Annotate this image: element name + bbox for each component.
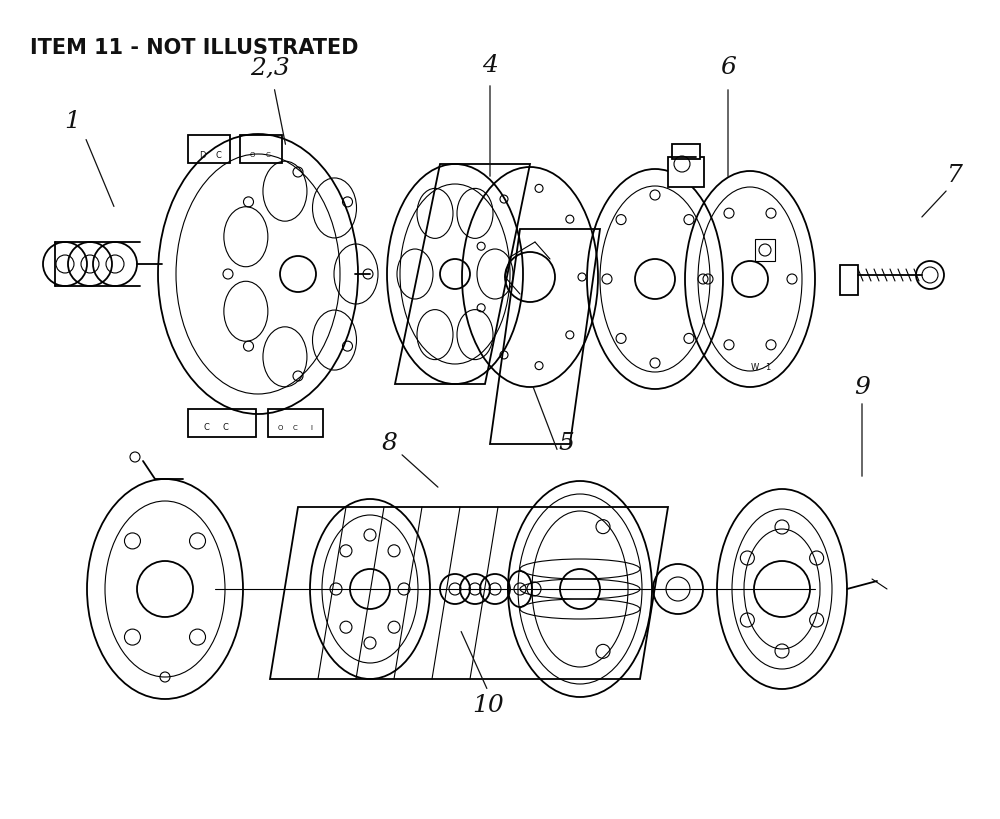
Text: 6: 6 [720,57,736,79]
Text: 7: 7 [947,163,963,186]
Bar [668,158,704,188]
Text: 1: 1 [765,363,771,372]
Bar [268,410,323,437]
Text: C: C [266,152,270,158]
Text: C: C [222,423,228,432]
Text: C: C [293,424,297,431]
Bar [188,136,230,164]
Text: ITEM 11 - NOT ILLUSTRATED: ITEM 11 - NOT ILLUSTRATED [30,38,359,58]
Text: D: D [199,151,205,160]
Text: 5: 5 [558,432,574,455]
Text: 4: 4 [482,53,498,76]
Text: C: C [203,423,209,432]
Text: C: C [215,151,221,160]
Text: 9: 9 [854,376,870,399]
Bar [672,145,700,160]
Text: 10: 10 [472,694,504,717]
Text: W: W [751,363,759,372]
Text: O: O [277,424,283,431]
Text: 2,3: 2,3 [250,57,290,79]
Bar [240,136,282,164]
Text: O: O [249,152,255,158]
Bar [840,265,858,296]
Text: I: I [310,424,312,431]
Bar [755,240,775,262]
Bar [188,410,256,437]
Text: 1: 1 [64,111,80,133]
Text: 8: 8 [382,432,398,455]
